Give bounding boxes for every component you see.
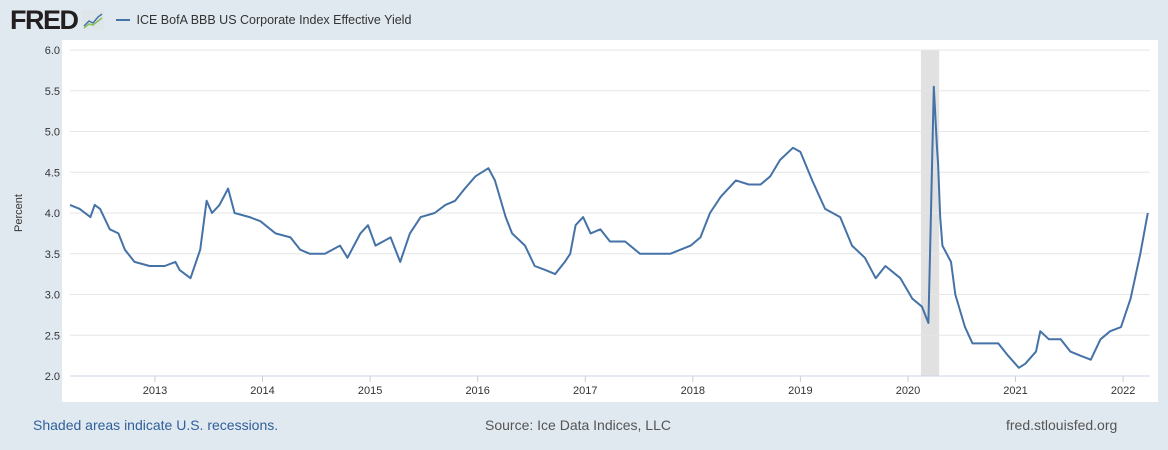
x-tick-label: 2015: [358, 385, 382, 397]
y-tick-label: 2.5: [45, 330, 60, 342]
x-tick-label: 2017: [573, 385, 597, 397]
fred-chart-logo-icon: [81, 10, 104, 30]
line-chart[interactable]: 2.0 2.5 3.0 3.5 4.0 4.5 5.0 5.5 6.0 2013 2014 2015 2…: [0, 0, 1168, 410]
x-tick-label: 2021: [1003, 385, 1027, 397]
recession-note-link[interactable]: Shaded areas indicate U.S. recessions.: [33, 417, 279, 433]
x-tick-label: 2020: [896, 385, 920, 397]
y-tick-label: 2.0: [45, 371, 60, 383]
legend-line-swatch: [115, 19, 130, 21]
series-line: [69, 85, 1149, 369]
legend-label: ICE BofA BBB US Corporate Index Effectiv…: [136, 13, 412, 27]
y-tick-label: 5.0: [45, 127, 60, 139]
y-tick-label: 3.0: [45, 290, 60, 302]
x-tick-label: 2016: [465, 385, 489, 397]
chart-header: FRED ICE BofA BBB US Corporate Index Eff…: [10, 4, 412, 35]
x-tick-label: 2014: [250, 385, 274, 397]
x-tick-label: 2013: [143, 385, 167, 397]
source-text: Source: Ice Data Indices, LLC: [485, 417, 671, 433]
x-tick-label: 2022: [1111, 385, 1135, 397]
chart-panel: [62, 40, 1158, 402]
y-axis-label: Percent: [13, 194, 25, 232]
fred-logo[interactable]: FRED: [10, 4, 79, 35]
y-tick-label: 5.5: [45, 86, 60, 98]
x-tick-label: 2018: [681, 385, 705, 397]
y-tick-label: 4.0: [45, 208, 60, 220]
y-tick-label: 4.5: [45, 167, 60, 179]
x-tick-label: 2019: [788, 385, 812, 397]
site-url: fred.stlouisfed.org: [1006, 417, 1118, 433]
y-tick-label: 6.0: [45, 45, 60, 57]
legend-item[interactable]: ICE BofA BBB US Corporate Index Effectiv…: [115, 13, 412, 27]
y-tick-label: 3.5: [45, 249, 60, 261]
